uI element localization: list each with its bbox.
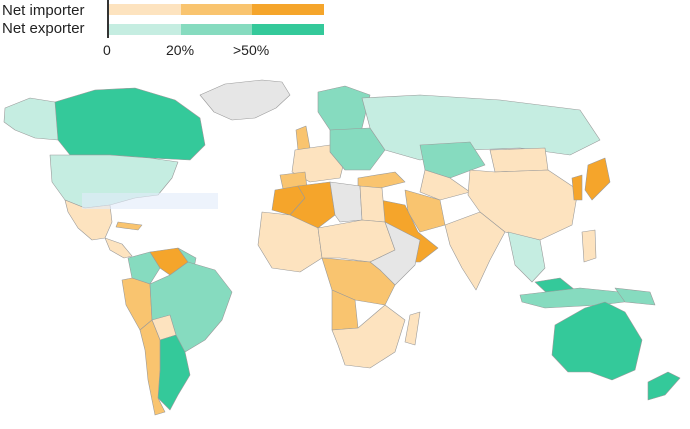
region-chile [139,319,166,416]
region-west-africa [257,211,323,273]
oceania [551,287,681,401]
legend-exporter-label: Net exporter [2,20,85,37]
north-america [3,79,291,259]
region-iran [404,189,446,233]
region-new-zealand [647,371,681,401]
region-russia [361,94,601,161]
region-india [444,211,506,291]
africa [257,181,421,369]
importer-swatch-mid [181,4,252,15]
region-australia [551,301,643,381]
region-new-guinea [614,287,656,306]
europe [279,85,601,199]
importer-swatch-high [252,4,324,15]
region-korea [571,174,583,201]
middle-east-asia [357,141,641,309]
faded-watermark [82,193,218,209]
region-mongolia [489,147,549,173]
region-china [467,169,579,241]
legend-tick-50: >50% [233,42,270,58]
region-uk [295,125,311,151]
legend: Net importer Net exporter 0 20% >50% [0,0,340,70]
world-map [3,79,681,416]
region-greenland [199,79,291,121]
exporter-swatch-mid [181,24,252,35]
legend-tick-0: 0 [103,42,111,58]
region-indonesia [519,287,641,309]
exporter-swatch-high [252,24,324,35]
region-madagascar [404,311,421,346]
region-japan [584,157,611,201]
region-egypt [359,185,386,223]
region-philippines [581,229,597,263]
region-kazakhstan [419,141,486,179]
legend-axis [107,0,109,38]
region-southeast-asia [507,231,546,283]
region-canada [54,87,206,161]
region-alaska [3,97,61,141]
region-central-america [104,237,133,259]
south-america [121,247,233,416]
legend-importer-label: Net importer [2,2,85,19]
region-colombia [127,251,161,285]
region-libya [329,181,363,223]
exporter-swatch-low [109,24,181,35]
region-peru [121,277,153,331]
legend-tick-20: 20% [166,42,195,58]
region-turkey-caucasus [357,171,406,189]
region-cuba [115,221,143,231]
region-central-asia [419,169,471,201]
region-southern-africa [331,304,406,369]
importer-swatch-low [109,4,181,15]
